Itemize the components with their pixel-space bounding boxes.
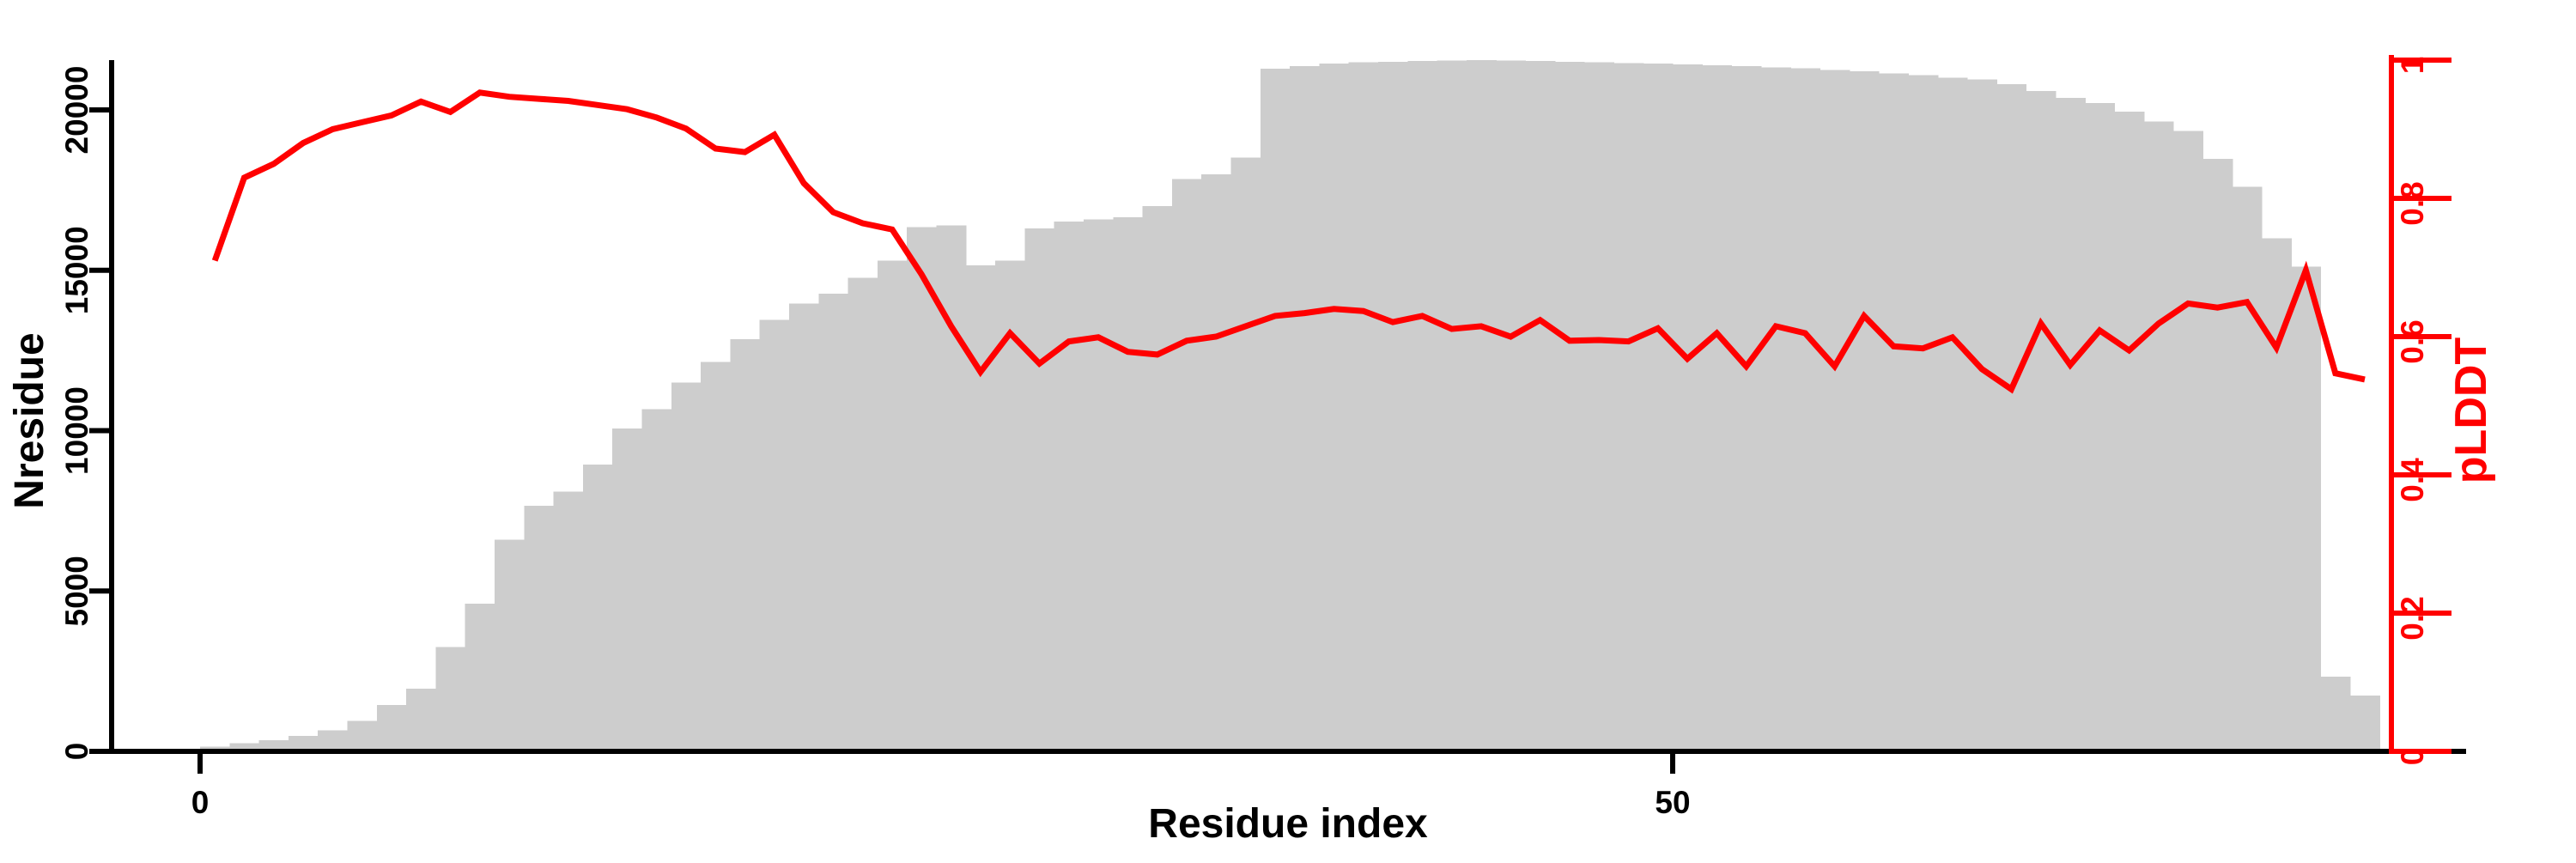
nresidue-bar (1024, 228, 1055, 751)
nresidue-bar (1230, 157, 1261, 752)
nresidue-bar (701, 362, 731, 751)
nresidue-bar (318, 730, 349, 751)
nresidue-bar (258, 739, 289, 751)
left-tick-label: 20000 (59, 66, 94, 155)
nresidue-bar (965, 265, 996, 752)
x-tick-label: 50 (1655, 785, 1690, 820)
nresidue-bar (1113, 217, 1144, 752)
plddt-line (211, 89, 2366, 394)
left-tick-label: 0 (59, 743, 94, 761)
nresidue-bar (1554, 62, 1585, 751)
right-axis-title: pLDDT (2446, 337, 2496, 484)
nresidue-bar (2291, 266, 2322, 751)
nresidue-bar (789, 303, 819, 752)
nresidue-bar (1996, 84, 2027, 752)
nresidue-bar (1407, 61, 1438, 751)
nresidue-bar (1525, 61, 1556, 751)
nresidue-bar (2026, 91, 2057, 751)
nresidue-bar (524, 505, 555, 751)
nresidue-bar (2055, 98, 2086, 751)
nresidue-bar (1290, 65, 1320, 752)
nresidue-bar (877, 260, 908, 751)
nresidue-bar (1584, 62, 1614, 751)
left-tick-label: 5000 (59, 556, 94, 626)
right-tick-label: 0 (2395, 748, 2430, 766)
nresidue-bar (1348, 62, 1379, 751)
right-tick-label: 0.4 (2395, 458, 2430, 502)
nresidue-bar (435, 647, 466, 751)
histogram-bars (200, 60, 2380, 752)
x-axis-title: Residue index (1148, 801, 1428, 847)
nresidue-bar (1201, 174, 1232, 752)
nresidue-bar (1466, 60, 1497, 752)
left-axis-title: Nresidue (7, 332, 52, 508)
nresidue-bar (2232, 186, 2263, 752)
nresidue-bar (2202, 159, 2233, 752)
right-axis-ticks: 0 0.2 0.4 0.6 0.8 1 (2391, 57, 2451, 766)
nresidue-bar (641, 409, 672, 751)
nresidue-bar (1879, 73, 1909, 751)
nresidue-bar (2114, 112, 2145, 751)
left-tick-label: 15000 (59, 226, 94, 314)
nresidue-bar (1142, 206, 1173, 751)
nresidue-bar (1260, 69, 1291, 751)
nresidue-bar (582, 465, 613, 751)
nresidue-bar (347, 720, 378, 751)
left-tick-label: 10000 (59, 386, 94, 475)
x-tick-label: 0 (191, 785, 210, 820)
axes (105, 60, 2466, 754)
plddt-polyline (211, 89, 2366, 394)
nresidue-bar (1437, 60, 1467, 751)
nresidue-bar (288, 736, 319, 751)
nresidue-bar (1643, 64, 1674, 751)
nresidue-bar (1084, 219, 1114, 751)
x-axis-ticks: 0 50 (191, 751, 1691, 820)
nresidue-bar (1849, 71, 1880, 751)
nresidue-bar (1937, 77, 1968, 752)
nresidue-bar (229, 743, 260, 751)
nresidue-bar (1908, 75, 1939, 751)
nresidue-bar (907, 227, 938, 751)
nresidue-bar (1967, 79, 1997, 751)
nresidue-bar (1319, 63, 1350, 752)
nresidue-bar (2320, 677, 2351, 751)
nresidue-bar (465, 604, 495, 751)
nresidue-bar (1760, 67, 1791, 752)
nresidue-bar (1673, 64, 1703, 751)
left-axis-ticks: 0 5000 10000 15000 20000 (59, 66, 112, 761)
nresidue-bar (1790, 68, 1821, 751)
nresidue-bar (1171, 179, 1202, 752)
nresidue-bar (1613, 63, 1644, 751)
nresidue-bar (2143, 121, 2174, 751)
nresidue-bar (495, 539, 525, 751)
nresidue-bar (1496, 60, 1527, 751)
nresidue-bar (376, 704, 407, 751)
nresidue-bar (612, 428, 643, 751)
nresidue-bar (406, 689, 436, 751)
nresidue-bar (759, 319, 790, 751)
nresidue-bar (1702, 65, 1733, 752)
right-tick-label: 0.8 (2395, 181, 2430, 225)
nresidue-bar (1378, 62, 1408, 751)
nresidue-bar (730, 339, 761, 751)
nresidue-bar (848, 277, 878, 751)
right-tick-label: 0.2 (2395, 596, 2430, 640)
nresidue-bar (2349, 696, 2380, 751)
nresidue-bar (553, 491, 584, 751)
nresidue-bar (2085, 103, 2116, 751)
right-tick-label: 0.6 (2395, 319, 2430, 363)
nresidue-bar (671, 382, 702, 751)
nresidue-bar (1054, 222, 1084, 751)
nresidue-bar (1731, 66, 1762, 751)
nresidue-bar (818, 294, 849, 751)
right-tick-label: 1 (2395, 57, 2430, 75)
nresidue-bar (1820, 70, 1850, 752)
nresidue-bar (2173, 131, 2203, 752)
